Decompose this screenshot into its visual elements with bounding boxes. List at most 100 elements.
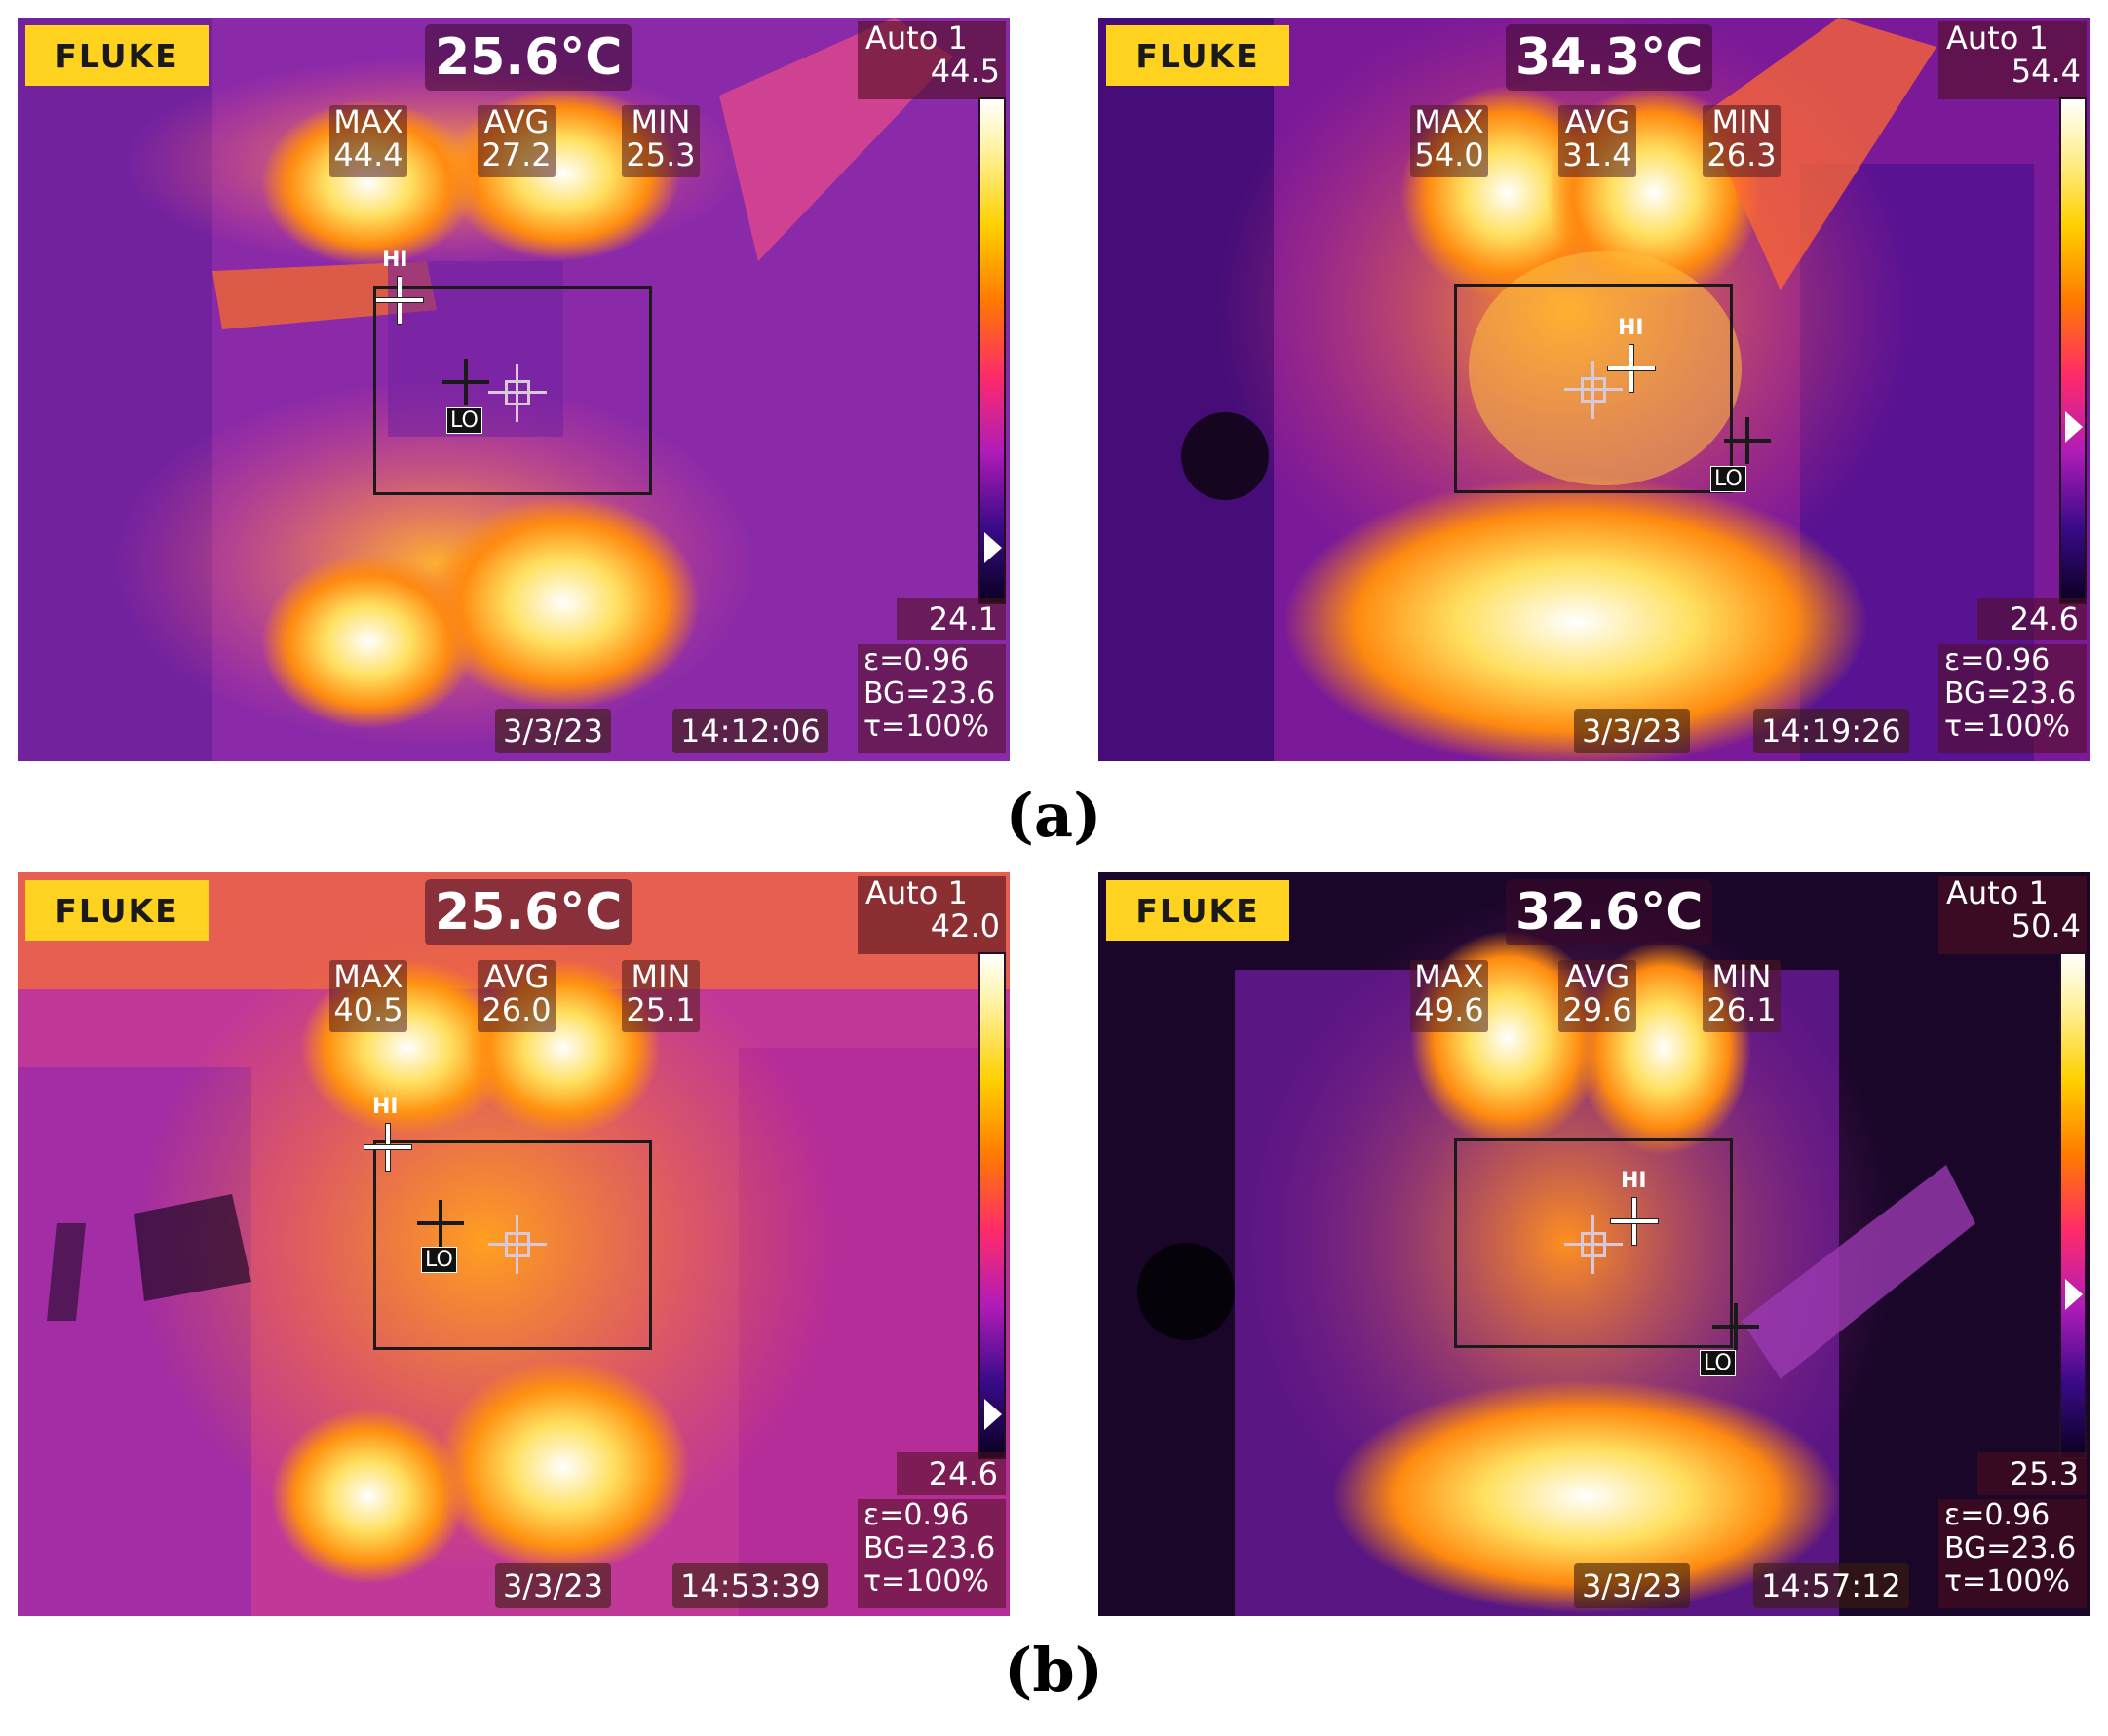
emissivity: ε=0.96	[863, 643, 970, 677]
lo-crosshair-icon	[1724, 417, 1771, 464]
stat-avg-value: 27.2	[481, 136, 552, 174]
color-scale-bar	[978, 952, 1006, 1459]
parameters-box: ε=0.96 BG=23.6 τ=100%	[1938, 1499, 2087, 1608]
measurement-box	[1454, 1138, 1733, 1348]
background-temp: BG=23.6	[863, 676, 996, 711]
stat-avg: AVG 26.0	[478, 960, 556, 1032]
scale-marker-icon	[984, 532, 1002, 563]
lo-label: LO	[1710, 466, 1746, 492]
range-mode: Auto 1	[1946, 19, 2049, 57]
stat-avg-label: AVG	[483, 103, 550, 140]
stat-min-label: MIN	[1711, 958, 1772, 995]
range-box: Auto 1 50.4	[1938, 876, 2087, 954]
range-mode: Auto 1	[865, 19, 968, 57]
time: 14:12:06	[672, 709, 828, 753]
stat-avg-value: 31.4	[1562, 136, 1632, 174]
scale-marker-icon	[2065, 1279, 2083, 1310]
range-box: Auto 1 44.5	[858, 21, 1006, 99]
stat-min-value: 25.3	[626, 136, 696, 174]
center-temperature: 32.6°C	[1506, 879, 1713, 945]
thermal-image-a-right: FLUKE 34.3°C Auto 1 54.4 MAX 54.0 AVG 31.4…	[1098, 18, 2090, 761]
stat-max-label: MAX	[1414, 958, 1484, 995]
hi-crosshair-icon	[376, 277, 423, 324]
center-spot-box	[505, 1232, 530, 1257]
scale-max: 42.0	[930, 907, 1000, 945]
fluke-logo: FLUKE	[1106, 880, 1289, 941]
range-mode: Auto 1	[1946, 874, 2049, 911]
background-temp: BG=23.6	[1944, 1531, 2077, 1565]
color-scale-bar	[978, 97, 1006, 604]
center-spot-icon	[1564, 1215, 1623, 1274]
overlay: FLUKE 32.6°C Auto 1 50.4 MAX 49.6 AVG 29.6…	[1098, 872, 2090, 1616]
center-spot-box	[1581, 377, 1606, 403]
time: 14:53:39	[672, 1563, 828, 1608]
color-scale-bar	[2059, 97, 2087, 604]
stat-avg: AVG 31.4	[1558, 105, 1636, 177]
stat-max-value: 40.5	[333, 991, 403, 1028]
scale-min: 24.6	[897, 1452, 1006, 1495]
hi-label: HI	[372, 1095, 399, 1119]
measurement-box	[1454, 284, 1733, 493]
stat-max: MAX 40.5	[329, 960, 407, 1032]
date: 3/3/23	[495, 1563, 611, 1608]
center-temperature: 25.6°C	[425, 879, 632, 945]
overlay: FLUKE 34.3°C Auto 1 54.4 MAX 54.0 AVG 31.4…	[1098, 18, 2090, 761]
stat-max: MAX 49.6	[1410, 960, 1488, 1032]
scale-marker-icon	[2065, 411, 2083, 443]
parameters-box: ε=0.96 BG=23.6 τ=100%	[858, 644, 1006, 753]
emissivity: ε=0.96	[863, 1498, 970, 1532]
stat-max-value: 54.0	[1414, 136, 1484, 174]
measurement-box	[373, 286, 652, 495]
fluke-logo: FLUKE	[1106, 25, 1289, 86]
stat-avg: AVG 27.2	[478, 105, 556, 177]
caption-b: (b)	[1003, 1635, 1104, 1706]
fluke-logo: FLUKE	[25, 880, 209, 941]
center-spot-box	[505, 380, 530, 405]
stat-avg: AVG 29.6	[1558, 960, 1636, 1032]
thermal-scene	[1098, 18, 2090, 761]
background-temp: BG=23.6	[1944, 676, 2077, 711]
stat-min: MIN 26.1	[1703, 960, 1781, 1032]
lo-label: LO	[1700, 1350, 1736, 1376]
transmission: τ=100%	[1944, 710, 2070, 744]
overlay: FLUKE 25.6°C Auto 1 42.0 MAX 40.5 AVG 26.0…	[18, 872, 1010, 1616]
scale-marker-icon	[984, 1399, 1002, 1430]
stat-max-value: 49.6	[1414, 991, 1484, 1028]
transmission: τ=100%	[863, 710, 989, 744]
scale-min: 24.1	[897, 598, 1006, 640]
stat-max-label: MAX	[333, 958, 403, 995]
thermal-image-b-left: FLUKE 25.6°C Auto 1 42.0 MAX 40.5 AVG 26.0…	[18, 872, 1010, 1616]
stat-min: MIN 26.3	[1703, 105, 1781, 177]
stat-max: MAX 54.0	[1410, 105, 1488, 177]
parameters-box: ε=0.96 BG=23.6 τ=100%	[1938, 644, 2087, 753]
time: 14:57:12	[1753, 1563, 1909, 1608]
date: 3/3/23	[495, 709, 611, 753]
lo-crosshair-icon	[442, 359, 489, 405]
overlay: FLUKE 25.6°C Auto 1 44.5 MAX 44.4 AVG 27.2…	[18, 18, 1010, 761]
lo-crosshair-icon	[1712, 1303, 1759, 1350]
stat-max-label: MAX	[333, 103, 403, 140]
date: 3/3/23	[1574, 709, 1690, 753]
transmission: τ=100%	[1944, 1564, 2070, 1599]
scale-min: 24.6	[1977, 598, 2087, 640]
stat-min-label: MIN	[1711, 103, 1772, 140]
parameters-box: ε=0.96 BG=23.6 τ=100%	[858, 1499, 1006, 1608]
stat-avg-label: AVG	[483, 958, 550, 995]
stat-avg-value: 29.6	[1562, 991, 1632, 1028]
center-spot-icon	[1564, 361, 1623, 419]
stat-min: MIN 25.3	[622, 105, 700, 177]
stat-min-value: 26.1	[1706, 991, 1777, 1028]
caption-a: (a)	[1005, 780, 1102, 851]
stat-avg-value: 26.0	[481, 991, 552, 1028]
hi-label: HI	[1621, 1169, 1647, 1193]
fluke-logo: FLUKE	[25, 25, 209, 86]
center-spot-icon	[488, 364, 547, 422]
thermal-image-a-left: FLUKE 25.6°C Auto 1 44.5 MAX 44.4 AVG 27.2…	[18, 18, 1010, 761]
scale-max: 50.4	[2011, 907, 2081, 945]
color-scale-bar	[2059, 952, 2087, 1459]
transmission: τ=100%	[863, 1564, 989, 1599]
hi-crosshair-icon	[1611, 1198, 1658, 1245]
lo-crosshair-icon	[417, 1200, 464, 1247]
date: 3/3/23	[1574, 1563, 1690, 1608]
center-spot-box	[1581, 1232, 1606, 1257]
